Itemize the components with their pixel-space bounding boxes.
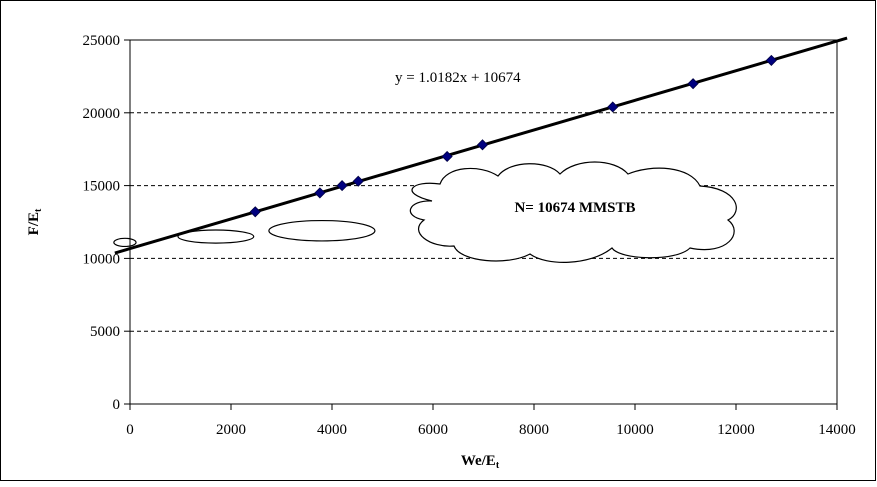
axis-ticks: 0 5000 10000 15000 20000 25000 0 2000 4000 6000 80… [83,33,856,438]
ellipse-annotations [113,219,376,248]
data-points [249,54,777,218]
data-point [607,101,619,113]
data-point [336,180,348,192]
y-tick-label: 20000 [83,106,121,122]
cloud-callout: N= 10674 MMSTB [409,161,737,263]
data-point [765,54,777,66]
y-tick-label: 10000 [83,251,121,267]
y-axis-title: F/Et [26,208,44,235]
y-tick-label: 15000 [83,179,121,195]
data-point [352,175,364,187]
cloud-shape [409,161,737,263]
trendline-equation: y = 1.0182x + 10674 [395,70,521,86]
x-tick-label: 10000 [616,422,654,438]
x-tick-label: 12000 [717,422,755,438]
callout-text: N= 10674 MMSTB [514,200,635,216]
ellipse-annotation [177,229,255,244]
x-tick-label: 0 [126,422,134,438]
x-tick-label: 4000 [317,422,347,438]
x-axis-title: We/Et [461,453,500,471]
data-point [687,78,699,90]
data-point [314,187,326,199]
y-tick-label: 25000 [83,33,121,49]
ellipse-annotation [268,219,376,242]
ellipse-annotation [113,237,137,248]
data-point [249,206,261,218]
x-tick-label: 14000 [818,422,856,438]
data-point [441,150,453,163]
x-tick-label: 6000 [418,422,448,438]
x-tick-label: 2000 [216,422,246,438]
y-tick-label: 0 [113,397,121,413]
x-tick-label: 8000 [519,422,549,438]
y-tick-label: 5000 [90,324,120,340]
data-point [476,139,489,151]
